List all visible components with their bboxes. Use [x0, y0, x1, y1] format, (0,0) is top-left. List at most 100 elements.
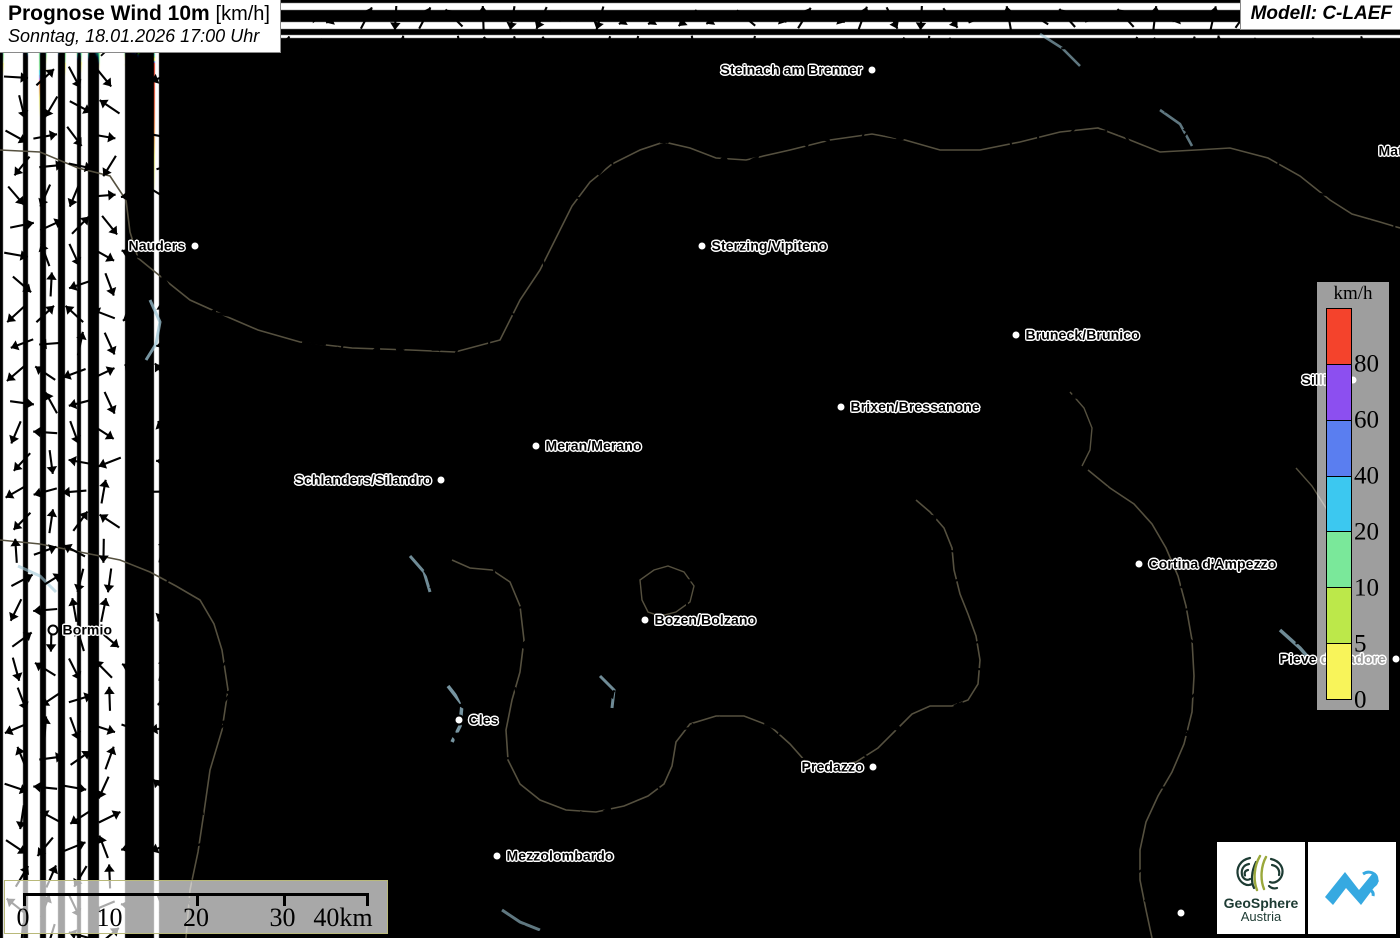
wind-arrow — [1037, 627, 1049, 652]
wind-arrow — [880, 248, 904, 261]
wind-arrow — [1124, 214, 1139, 237]
wind-arrow — [1084, 11, 1109, 23]
wind-arrow — [1036, 273, 1052, 296]
wind-arrow — [1058, 304, 1077, 324]
wind-arrow — [772, 333, 790, 354]
wind-arrow — [502, 423, 523, 441]
wind-arrow — [792, 662, 817, 674]
wind-arrow — [591, 836, 609, 857]
wind-arrow — [887, 894, 899, 918]
city-marker-predazzo[interactable]: Predazzo — [802, 759, 879, 775]
wind-arrow — [305, 38, 323, 58]
geosphere-logo[interactable]: GeoSphere Austria — [1217, 842, 1305, 934]
wind-arrow — [711, 657, 724, 681]
wind-arrow — [1263, 244, 1281, 265]
wind-arrow — [1096, 865, 1110, 888]
wind-arrow — [272, 716, 285, 740]
wind-arrow — [155, 420, 167, 445]
city-marker-brixen-bressanone[interactable]: Brixen/Bressanone — [835, 399, 980, 415]
city-marker-mezzolombardo[interactable]: Mezzolombardo — [491, 848, 614, 864]
wind-arrow — [530, 545, 554, 558]
wind-arrow — [939, 70, 962, 85]
wind-arrow — [568, 629, 586, 650]
city-marker-bormio[interactable]: Bormio — [47, 622, 113, 638]
wind-arrow — [208, 307, 233, 319]
wind-arrow — [101, 215, 118, 236]
wind-arrow — [909, 545, 933, 558]
wind-arrow — [449, 716, 460, 741]
city-marker-schlanders-silandro[interactable]: Schlanders/Silandro — [295, 472, 447, 488]
wind-arrow — [214, 576, 239, 587]
secondary-logo[interactable] — [1308, 842, 1396, 934]
wind-arrow — [1174, 719, 1194, 738]
wind-arrow — [443, 542, 465, 559]
wind-arrow — [1324, 716, 1337, 740]
city-marker-cortina-d-ampezzo[interactable]: Cortina d'Ampezzo — [1133, 556, 1277, 572]
wind-arrow — [40, 691, 62, 707]
wind-arrow — [134, 577, 144, 584]
city-marker-unnamed-16[interactable] — [1175, 907, 1191, 919]
wind-arrow — [764, 70, 787, 85]
wind-arrow — [1032, 813, 1056, 824]
wind-arrow — [1028, 423, 1048, 441]
wind-arrow — [1178, 455, 1202, 468]
city-marker-sterzing-vipiteno[interactable]: Sterzing/Vipiteno — [696, 238, 828, 254]
wind-arrow — [454, 213, 465, 238]
wind-arrow — [1032, 775, 1043, 800]
wind-arrow — [1003, 692, 1027, 704]
wind-arrow — [683, 394, 704, 412]
city-dot-icon — [530, 440, 542, 451]
wind-arrow — [64, 305, 84, 323]
wind-arrow — [1143, 543, 1166, 558]
wind-arrow — [890, 332, 906, 355]
wind-arrow — [909, 130, 934, 141]
wind-arrow — [617, 130, 642, 141]
city-marker-meran-merano[interactable]: Meran/Merano — [530, 438, 642, 454]
wind-arrow — [1182, 155, 1198, 177]
city-dot-icon — [867, 761, 879, 772]
wind-arrow — [688, 864, 701, 889]
wind-arrow — [531, 601, 552, 619]
wind-arrow — [222, 272, 233, 297]
wind-arrow — [221, 627, 232, 652]
wind-arrow — [711, 338, 735, 351]
wind-arrow — [1144, 424, 1166, 441]
city-marker-bozen-bolzano[interactable]: Bozen/Bolzano — [639, 612, 757, 628]
wind-arrow — [769, 539, 782, 563]
wind-arrow — [237, 191, 262, 202]
wind-arrow — [1204, 303, 1222, 325]
wind-arrow — [442, 899, 466, 911]
wind-arrow — [92, 425, 115, 440]
wind-arrow — [1126, 805, 1138, 830]
city-marker-steinach-am-brenner[interactable]: Steinach am Brenner — [721, 62, 878, 78]
wind-arrow — [16, 687, 29, 711]
wind-arrow — [647, 898, 670, 914]
wind-arrow — [1214, 568, 1226, 593]
wind-arrow — [418, 243, 430, 267]
city-marker-nauders[interactable]: Nauders — [129, 238, 201, 254]
wind-arrow — [392, 689, 412, 708]
city-marker-bruneck-brunico[interactable]: Bruneck/Brunico — [1010, 327, 1140, 343]
wind-arrow — [745, 35, 757, 60]
wind-arrow — [266, 663, 291, 674]
wind-arrow — [245, 631, 267, 648]
wind-arrow — [33, 487, 58, 498]
wind-arrow — [500, 72, 525, 84]
wind-arrow — [179, 368, 204, 379]
wind-arrow — [740, 870, 764, 884]
wind-arrow — [628, 35, 640, 60]
wind-arrow — [268, 70, 290, 85]
wind-arrow — [161, 745, 173, 771]
wind-arrow — [969, 779, 990, 796]
city-marker-matrei-in-osttirol[interactable]: Matrei in Osttirol — [1379, 143, 1400, 159]
wind-arrow — [533, 422, 550, 443]
legend-tick-0: 0 — [1354, 686, 1367, 714]
wind-arrow — [185, 102, 210, 113]
wind-arrow — [628, 450, 642, 474]
color-legend: km/h 80 60 40 20 10 5 0 — [1317, 282, 1389, 714]
wind-arrow — [561, 897, 581, 915]
city-marker-cles[interactable]: Cles — [453, 712, 499, 728]
wind-arrow — [478, 420, 490, 445]
wind-arrow — [646, 841, 671, 852]
wind-arrow — [1119, 694, 1144, 705]
